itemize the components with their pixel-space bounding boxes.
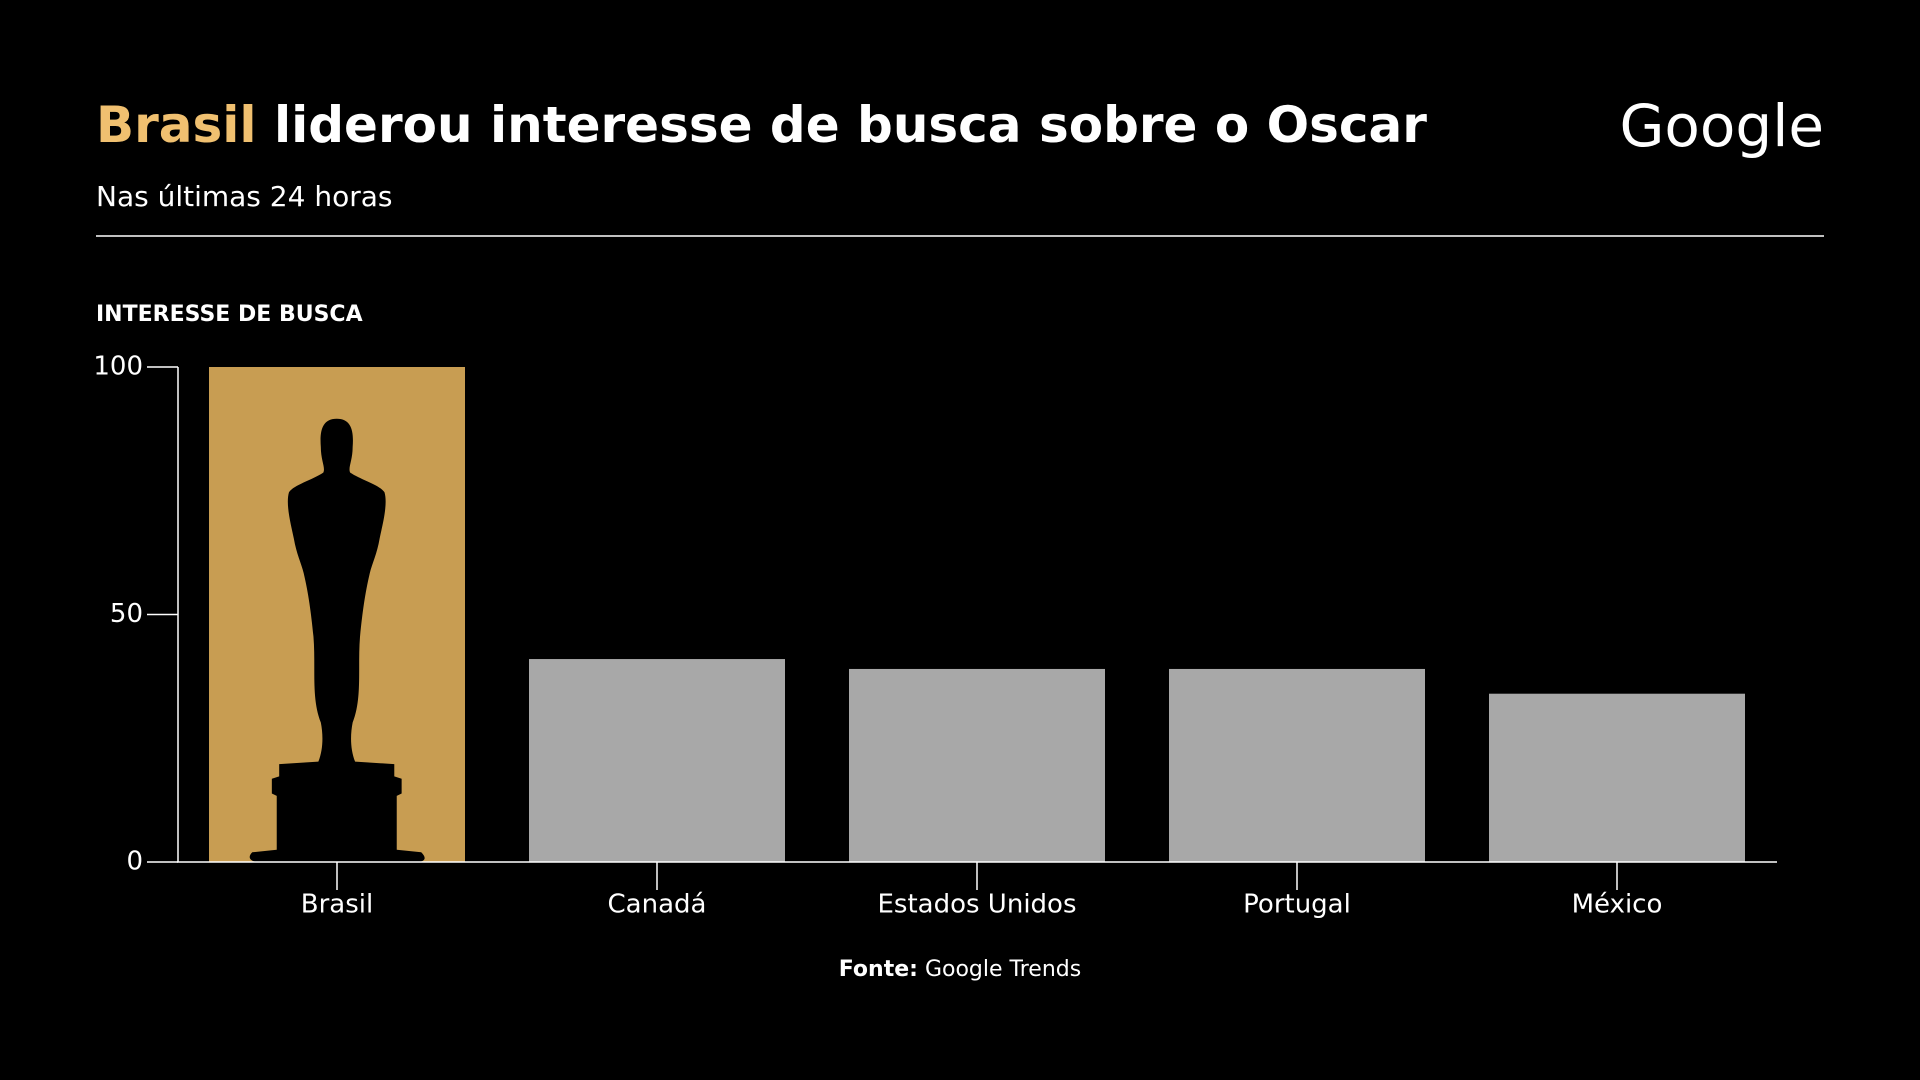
source-label: Fonte: (839, 957, 918, 982)
source: Fonte: Google Trends (839, 957, 1081, 982)
y-axis-label: INTERESSE DE BUSCA (96, 302, 363, 327)
bar (1169, 668, 1425, 862)
x-tick-label: Portugal (1243, 890, 1351, 920)
title-rest: liderou interesse de busca sobre o Oscar (274, 96, 1427, 154)
y-tick-label: 0 (126, 847, 143, 877)
oscar-silhouette (249, 418, 425, 863)
y-tick-label: 50 (110, 599, 143, 629)
chart-title: Brasil liderou interesse de busca sobre … (96, 96, 1427, 154)
bar (1489, 693, 1745, 862)
bar (849, 668, 1105, 862)
y-tick-label: 100 (93, 352, 143, 382)
logo: Google (1619, 92, 1824, 160)
x-tick-label: Canadá (608, 890, 707, 920)
x-tick-label: Brasil (301, 890, 373, 920)
x-tick-label: Estados Unidos (877, 890, 1076, 920)
title-highlight: Brasil (96, 96, 257, 154)
bar (529, 659, 785, 862)
subtitle: Nas últimas 24 horas (96, 180, 392, 213)
source-text: Google Trends (925, 957, 1081, 982)
x-tick-label: México (1572, 890, 1663, 920)
